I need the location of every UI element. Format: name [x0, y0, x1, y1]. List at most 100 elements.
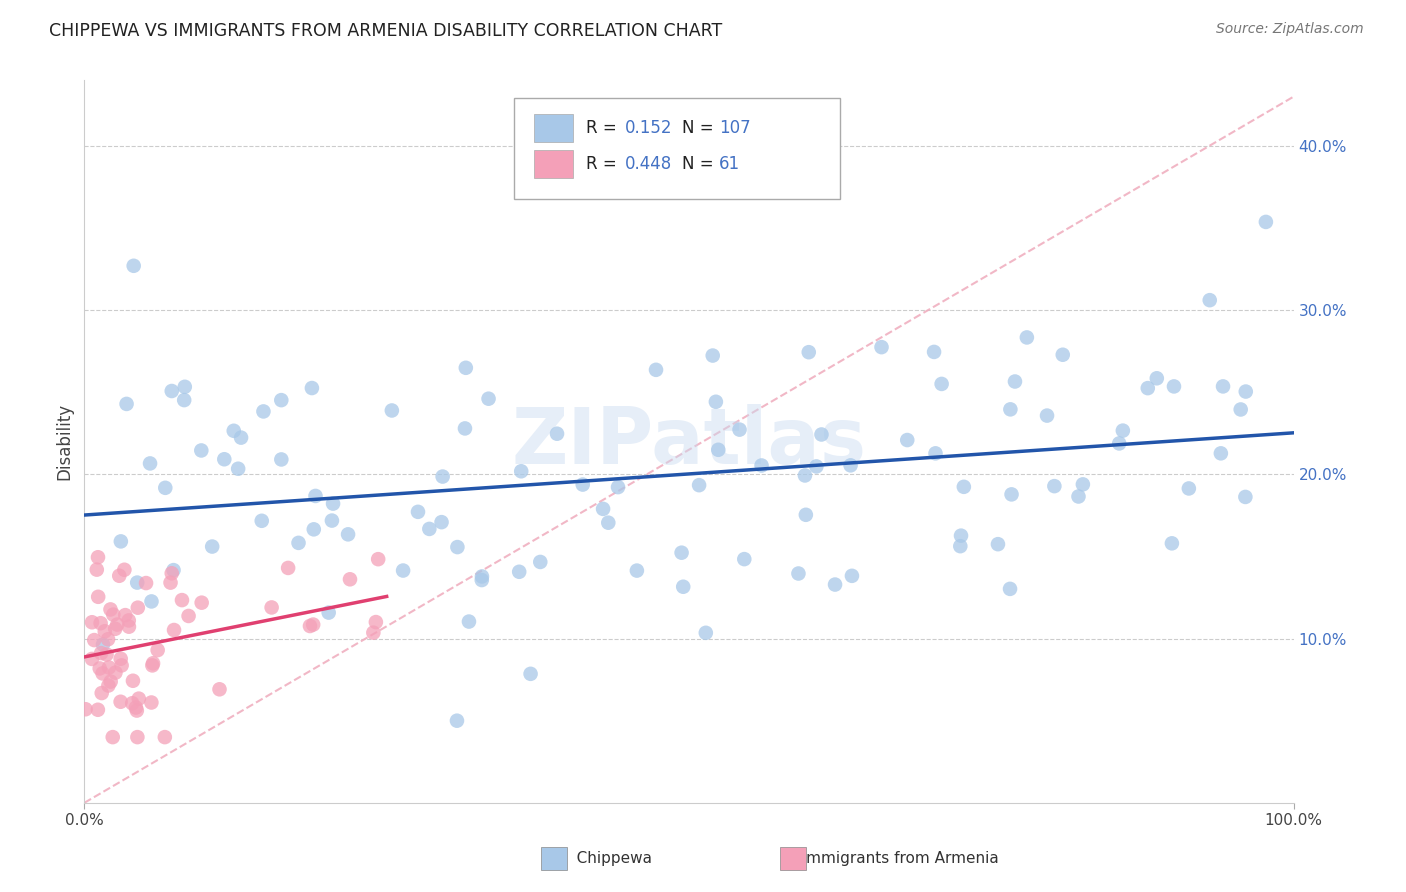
Point [797, 345, 820, 359]
FancyBboxPatch shape [534, 151, 572, 178]
Point [841, 569, 863, 583]
Point [190, 596, 212, 610]
Point [146, 643, 169, 657]
Point [477, 392, 499, 406]
Point [418, 522, 440, 536]
Point [337, 527, 360, 541]
Point [127, 575, 149, 590]
Point [321, 514, 343, 528]
Point [125, 704, 148, 718]
Point [1234, 384, 1257, 399]
Text: Chippewa: Chippewa [562, 851, 652, 865]
Text: CHIPPEWA VS IMMIGRANTS FROM ARMENIA DISABILITY CORRELATION CHART: CHIPPEWA VS IMMIGRANTS FROM ARMENIA DISA… [49, 22, 723, 40]
Point [260, 600, 283, 615]
Point [1043, 479, 1066, 493]
Point [471, 573, 494, 587]
Point [201, 540, 224, 554]
Point [277, 561, 299, 575]
Point [1209, 446, 1232, 460]
Point [97, 632, 120, 647]
Point [91, 666, 114, 681]
Point [112, 563, 135, 577]
Point [96, 648, 118, 662]
Point [446, 714, 468, 728]
Point [80, 615, 103, 630]
Text: Source: ZipAtlas.com: Source: ZipAtlas.com [1216, 22, 1364, 37]
FancyBboxPatch shape [513, 98, 841, 200]
Point [529, 555, 551, 569]
Point [546, 426, 568, 441]
Text: N =: N = [682, 119, 718, 137]
Point [190, 443, 212, 458]
Text: R =: R = [586, 155, 623, 173]
Point [1067, 490, 1090, 504]
Point [806, 459, 828, 474]
Point [364, 615, 387, 629]
Point [89, 661, 111, 675]
Point [787, 566, 810, 581]
Point [97, 660, 120, 674]
Point [270, 452, 292, 467]
Point [322, 497, 344, 511]
Point [454, 421, 477, 435]
Point [141, 696, 163, 710]
Point [141, 594, 163, 608]
Point [101, 730, 124, 744]
Text: ZIPatlas: ZIPatlas [512, 403, 866, 480]
Point [519, 666, 541, 681]
Point [671, 546, 693, 560]
Point [1198, 293, 1220, 308]
Point [510, 464, 533, 478]
Text: Immigrants from Armenia: Immigrants from Armenia [787, 851, 1000, 865]
Point [1000, 402, 1022, 417]
Point [1112, 424, 1135, 438]
Point [508, 565, 530, 579]
Point [301, 381, 323, 395]
Point [430, 515, 453, 529]
Point [896, 433, 918, 447]
Point [645, 363, 668, 377]
Point [118, 614, 141, 628]
Point [94, 624, 117, 639]
Point [607, 480, 630, 494]
Point [226, 461, 249, 475]
Point [80, 652, 103, 666]
Point [1071, 477, 1094, 491]
Point [733, 552, 755, 566]
Point [824, 577, 846, 591]
Y-axis label: Disability: Disability [55, 403, 73, 480]
Point [1163, 379, 1185, 393]
Point [83, 633, 105, 648]
Point [592, 502, 614, 516]
Point [695, 625, 717, 640]
Point [108, 568, 131, 582]
Point [1004, 375, 1026, 389]
Point [110, 695, 132, 709]
Point [110, 651, 132, 665]
Point [922, 345, 945, 359]
Point [949, 539, 972, 553]
Point [626, 564, 648, 578]
Point [127, 600, 149, 615]
Point [100, 602, 122, 616]
Point [104, 622, 127, 636]
Point [1254, 215, 1277, 229]
Point [90, 646, 112, 660]
Point [304, 489, 326, 503]
Point [1015, 330, 1038, 344]
Point [153, 730, 176, 744]
Text: R =: R = [586, 119, 623, 137]
Point [392, 564, 415, 578]
Point [229, 431, 252, 445]
Point [298, 619, 321, 633]
Point [100, 674, 122, 689]
Point [122, 673, 145, 688]
Point [250, 514, 273, 528]
Point [87, 703, 110, 717]
Point [75, 702, 97, 716]
Point [103, 607, 125, 622]
Point [121, 696, 143, 710]
Point [118, 620, 141, 634]
Point [1136, 381, 1159, 395]
Point [458, 615, 481, 629]
